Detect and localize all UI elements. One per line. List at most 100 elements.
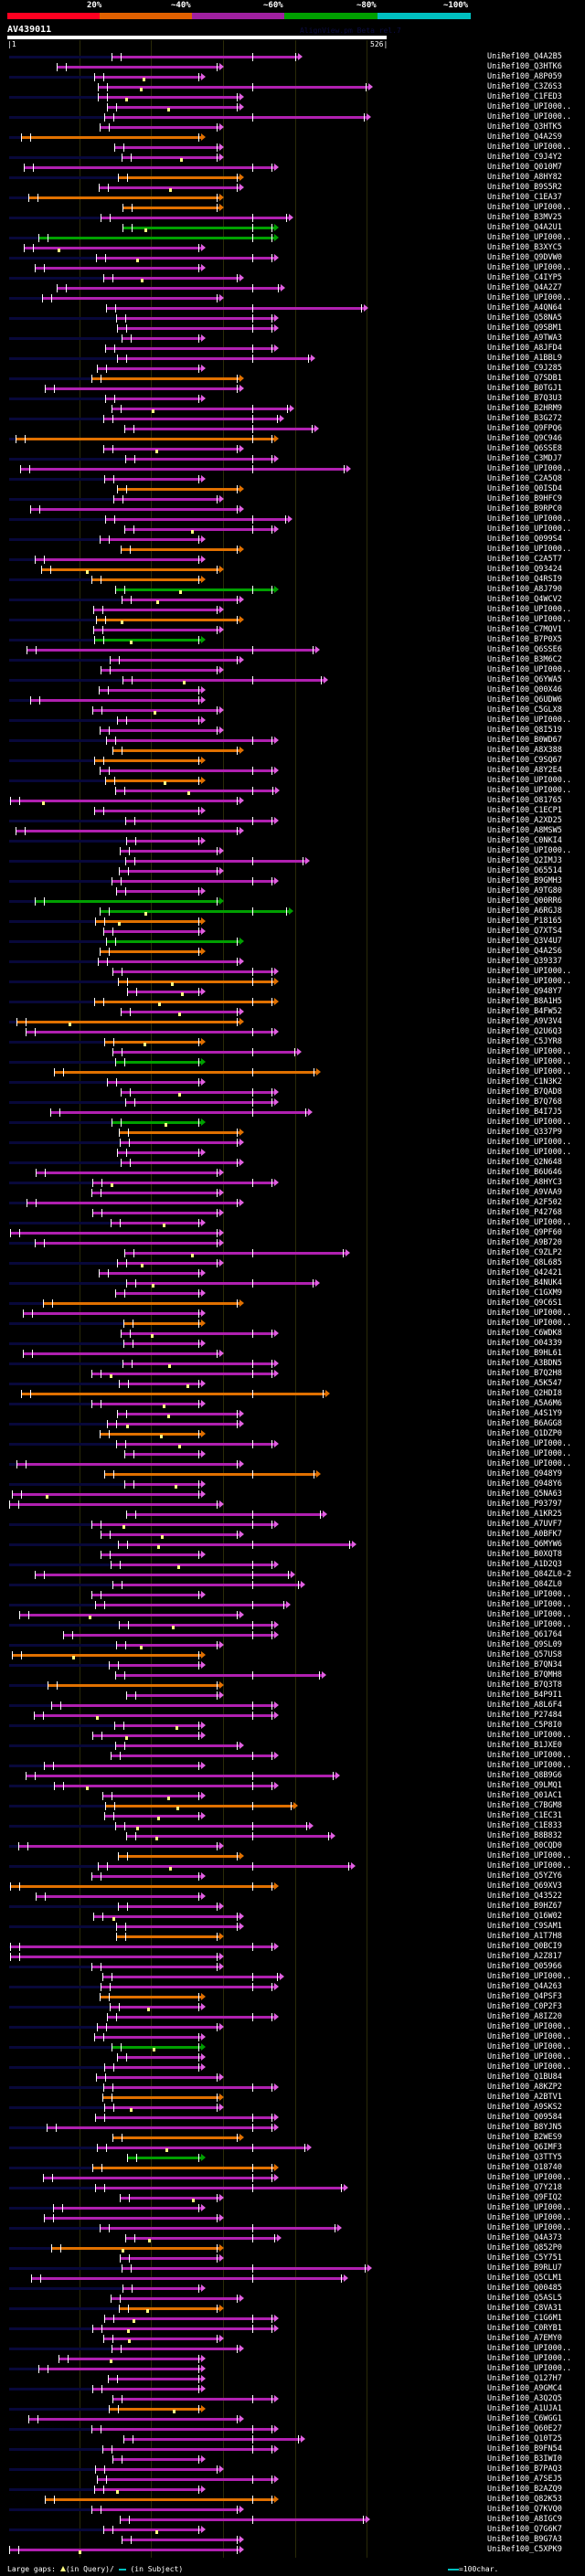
hit-row[interactable]: UniRef100_C0RYB1 <box>0 2324 585 2334</box>
hit-row[interactable]: UniRef100_UPI000.. <box>0 1751 585 1761</box>
hit-label[interactable]: UniRef100_UPI000.. <box>487 2354 572 2363</box>
hit-row[interactable]: UniRef100_Q84ZL0-2 <box>0 1570 585 1580</box>
hit-label[interactable]: UniRef100_Q0CQD0 <box>487 1841 562 1850</box>
hit-label[interactable]: UniRef100_A7UVF7 <box>487 1520 562 1529</box>
hit-row[interactable]: UniRef100_Q7G6K7 <box>0 2525 585 2535</box>
hit-label[interactable]: UniRef100_UPI000.. <box>487 977 572 986</box>
hit-label[interactable]: UniRef100_UPI000.. <box>487 2364 572 2373</box>
hit-row[interactable]: UniRef100_Q948Y7 <box>0 987 585 997</box>
hit-row[interactable]: UniRef100_B7P0X5 <box>0 635 585 645</box>
hit-row[interactable]: UniRef100_A9GMC4 <box>0 2384 585 2394</box>
hit-row[interactable]: UniRef100_Q337P9 <box>0 1128 585 1138</box>
hit-label[interactable]: UniRef100_Q58NA5 <box>487 313 562 323</box>
hit-row[interactable]: UniRef100_Q9FPQ6 <box>0 424 585 434</box>
hit-row[interactable]: UniRef100_Q60E27 <box>0 2424 585 2434</box>
hit-label[interactable]: UniRef100_C1E833 <box>487 1821 562 1830</box>
hit-label[interactable]: UniRef100_UPI000.. <box>487 1319 572 1328</box>
hit-row[interactable]: UniRef100_C7MQV1 <box>0 625 585 635</box>
hit-row[interactable]: UniRef100_UPI000.. <box>0 846 585 856</box>
hit-label[interactable]: UniRef100_C9SQ67 <box>487 756 562 765</box>
hit-label[interactable]: UniRef100_UPI000.. <box>487 2062 572 2072</box>
hit-row[interactable]: UniRef100_A9SKS2 <box>0 2103 585 2113</box>
hit-row[interactable]: UniRef100_B4I7J5 <box>0 1108 585 1118</box>
hit-label[interactable]: UniRef100_A0BFK7 <box>487 1530 562 1539</box>
hit-row[interactable]: UniRef100_Q852P0 <box>0 2243 585 2253</box>
hit-label[interactable]: UniRef100_B8B832 <box>487 1831 562 1840</box>
hit-row[interactable]: UniRef100_Q1BU84 <box>0 2072 585 2083</box>
hit-row[interactable]: UniRef100_P18165 <box>0 917 585 927</box>
hit-row[interactable]: UniRef100_B9FN54 <box>0 2444 585 2454</box>
hit-label[interactable]: UniRef100_B3M6C2 <box>487 655 562 664</box>
hit-row[interactable]: UniRef100_A4QN64 <box>0 303 585 313</box>
hit-row[interactable]: UniRef100_P27484 <box>0 1711 585 1721</box>
hit-label[interactable]: UniRef100_B3IWI0 <box>487 2454 562 2464</box>
hit-label[interactable]: UniRef100_UPI000.. <box>487 665 572 674</box>
hit-row[interactable]: UniRef100_A2XD25 <box>0 816 585 826</box>
hit-label[interactable]: UniRef100_Q7KVQ0 <box>487 2505 562 2514</box>
hit-label[interactable]: UniRef100_Q16W02 <box>487 1912 562 1921</box>
hit-label[interactable]: UniRef100_B6U646 <box>487 1168 562 1177</box>
hit-row[interactable]: UniRef100_C3Z6S3 <box>0 82 585 92</box>
hit-row[interactable]: UniRef100_Q9SBM1 <box>0 323 585 334</box>
hit-row[interactable]: UniRef100_UPI000.. <box>0 1610 585 1620</box>
hit-row[interactable]: UniRef100_Q7XTS4 <box>0 927 585 937</box>
hit-label[interactable]: UniRef100_B3G272 <box>487 414 562 423</box>
hit-row[interactable]: UniRef100_Q099S4 <box>0 535 585 545</box>
hit-row[interactable]: UniRef100_UPI000.. <box>0 203 585 213</box>
hit-row[interactable]: UniRef100_A1D2Q3 <box>0 1560 585 1570</box>
hit-row[interactable]: UniRef100_UPI000.. <box>0 615 585 625</box>
hit-row[interactable]: UniRef100_Q00X46 <box>0 685 585 695</box>
hit-row[interactable]: UniRef100_A5K547 <box>0 1379 585 1389</box>
hit-label[interactable]: UniRef100_Q6IMF3 <box>487 2143 562 2152</box>
hit-row[interactable]: UniRef100_Q3HTK5 <box>0 122 585 133</box>
hit-row[interactable]: UniRef100_A6RGJ8 <box>0 906 585 917</box>
hit-label[interactable]: UniRef100_B9RLU7 <box>487 2263 562 2273</box>
hit-row[interactable]: UniRef100_C9SAM1 <box>0 1922 585 1932</box>
hit-label[interactable]: UniRef100_Q82K53 <box>487 2495 562 2504</box>
hit-label[interactable]: UniRef100_Q4A2S9 <box>487 133 562 142</box>
hit-row[interactable]: UniRef100_Q05966 <box>0 1962 585 1972</box>
hit-label[interactable]: UniRef100_UPI000.. <box>487 605 572 614</box>
hit-row[interactable]: UniRef100_Q3V4U7 <box>0 937 585 947</box>
hit-label[interactable]: UniRef100_B1JXE0 <box>487 1741 562 1750</box>
hit-label[interactable]: UniRef100_Q099S4 <box>487 535 562 544</box>
hit-row[interactable]: UniRef100_UPI000.. <box>0 967 585 977</box>
hit-row[interactable]: UniRef100_UPI000.. <box>0 776 585 786</box>
hit-label[interactable]: UniRef100_B8A1H5 <box>487 997 562 1006</box>
hit-label[interactable]: UniRef100_C5Y751 <box>487 2253 562 2263</box>
hit-row[interactable]: UniRef100_B7PAQ3 <box>0 2465 585 2475</box>
hit-label[interactable]: UniRef100_Q9SBM1 <box>487 323 562 333</box>
hit-row[interactable]: UniRef100_Q9C6S1 <box>0 1299 585 1309</box>
hit-row[interactable]: UniRef100_C5XPK9 <box>0 2545 585 2555</box>
hit-row[interactable]: UniRef100_UPI000.. <box>0 1620 585 1630</box>
hit-row[interactable]: UniRef100_Q127H7 <box>0 2374 585 2384</box>
hit-row[interactable]: UniRef100_UPI000.. <box>0 2022 585 2032</box>
hit-label[interactable]: UniRef100_UPI000.. <box>487 545 572 554</box>
hit-row[interactable]: UniRef100_UPI000.. <box>0 263 585 273</box>
hit-label[interactable]: UniRef100_C1EA37 <box>487 193 562 202</box>
hit-row[interactable]: UniRef100_O18740 <box>0 2163 585 2173</box>
hit-label[interactable]: UniRef100_UPI000.. <box>487 1148 572 1157</box>
hit-label[interactable]: UniRef100_UPI000.. <box>487 615 572 624</box>
hit-row[interactable]: UniRef100_UPI000.. <box>0 464 585 474</box>
hit-label[interactable]: UniRef100_Q01AC1 <box>487 1791 562 1800</box>
hit-row[interactable]: UniRef100_Q58NA5 <box>0 313 585 323</box>
hit-label[interactable]: UniRef100_A2F502 <box>487 1198 562 1207</box>
hit-label[interactable]: UniRef100_B9RPC0 <box>487 504 562 514</box>
hit-label[interactable]: UniRef100_Q4RSI9 <box>487 575 562 584</box>
hit-row[interactable]: UniRef100_C1EA37 <box>0 193 585 203</box>
hit-row[interactable]: UniRef100_P42768 <box>0 1208 585 1218</box>
hit-label[interactable]: UniRef100_Q42421 <box>487 1268 562 1277</box>
hit-row[interactable]: UniRef100_Q7KVQ0 <box>0 2505 585 2515</box>
hit-row[interactable]: UniRef100_UPI000.. <box>0 605 585 615</box>
hit-label[interactable]: UniRef100_Q2U6Q3 <box>487 1027 562 1036</box>
hit-row[interactable]: UniRef100_A9V3V4 <box>0 1017 585 1027</box>
hit-row[interactable]: UniRef100_UPI000.. <box>0 2364 585 2374</box>
hit-label[interactable]: UniRef100_B7PAQ3 <box>487 2465 562 2474</box>
hit-label[interactable]: UniRef100_Q4PSF3 <box>487 1992 562 2001</box>
hit-row[interactable]: UniRef100_B6U646 <box>0 1168 585 1178</box>
hit-row[interactable]: UniRef100_UPI000.. <box>0 786 585 796</box>
hit-label[interactable]: UniRef100_Q9C946 <box>487 434 562 443</box>
hit-row[interactable]: UniRef100_Q3TTY5 <box>0 2153 585 2163</box>
hit-row[interactable]: UniRef100_Q0ISD4 <box>0 484 585 494</box>
